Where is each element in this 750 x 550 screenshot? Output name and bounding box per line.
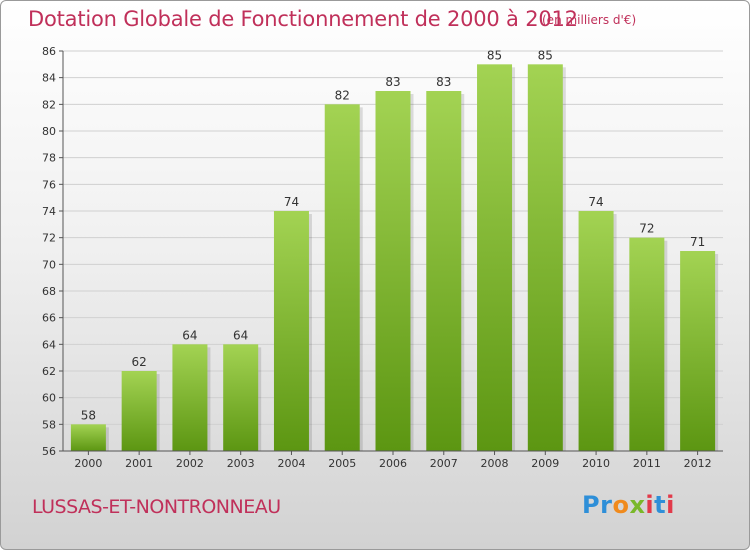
y-tick-label: 64 — [42, 338, 56, 351]
y-tick-label: 84 — [42, 72, 56, 85]
bar-value-label: 85 — [538, 48, 553, 62]
y-tick-label: 78 — [42, 152, 56, 165]
x-tick-label: 2008 — [481, 457, 509, 470]
axes — [59, 50, 723, 455]
x-tick-label: 2001 — [125, 457, 153, 470]
bar-value-label: 83 — [436, 75, 451, 89]
x-tick-label: 2002 — [176, 457, 204, 470]
y-tick-label: 60 — [42, 392, 56, 405]
labels: 56 58 60 62 64 66 68 70 72 74 76 78 80 82 84 86 58 2000 62… — [42, 45, 712, 470]
y-tick-label: 72 — [42, 232, 56, 245]
bar — [527, 64, 563, 452]
bar-value-label: 85 — [487, 48, 502, 62]
chart-title: Dotation Globale de Fonctionnement de 20… — [28, 7, 578, 31]
x-tick-label: 2007 — [430, 457, 458, 470]
y-tick-label: 80 — [42, 125, 56, 138]
bar — [273, 211, 309, 451]
y-tick-label: 82 — [42, 98, 56, 111]
bar — [375, 91, 411, 451]
bar-value-label: 82 — [335, 88, 350, 102]
bar — [477, 64, 513, 452]
bar — [223, 344, 259, 451]
bar-value-label: 83 — [385, 75, 400, 89]
bar — [70, 424, 106, 451]
x-tick-label: 2003 — [227, 457, 255, 470]
bar — [324, 104, 360, 451]
bar-value-label: 74 — [588, 195, 603, 209]
y-tick-label: 76 — [42, 178, 56, 191]
y-tick-label: 58 — [42, 418, 56, 431]
x-tick-label: 2012 — [684, 457, 712, 470]
y-tick-label: 68 — [42, 285, 56, 298]
chart-unit: (en milliers d'€) — [542, 13, 637, 27]
bar — [172, 344, 208, 451]
commune-name: LUSSAS-ET-NONTRONNEAU — [32, 496, 281, 518]
x-tick-label: 2004 — [277, 457, 305, 470]
x-tick-label: 2011 — [633, 457, 661, 470]
y-tick-label: 62 — [42, 365, 56, 378]
y-tick-label: 86 — [42, 45, 56, 58]
bar — [121, 371, 157, 451]
y-tick-label: 56 — [42, 445, 56, 458]
x-tick-label: 2006 — [379, 457, 407, 470]
bars — [70, 64, 719, 452]
bar-value-label: 62 — [132, 355, 147, 369]
bar-value-label: 71 — [690, 235, 705, 249]
y-tick-label: 66 — [42, 312, 56, 325]
bar — [629, 237, 665, 451]
proxiti-logo: Proxiti — [582, 491, 675, 519]
x-tick-label: 2005 — [328, 457, 356, 470]
bar — [680, 251, 716, 451]
x-tick-label: 2000 — [74, 457, 102, 470]
x-tick-label: 2009 — [531, 457, 559, 470]
bar — [578, 211, 614, 451]
bar-value-label: 74 — [284, 195, 299, 209]
bar-value-label: 58 — [81, 408, 96, 422]
x-tick-label: 2010 — [582, 457, 610, 470]
bar — [426, 91, 462, 451]
bar-value-label: 72 — [639, 222, 654, 236]
y-tick-label: 74 — [42, 205, 56, 218]
bar-value-label: 64 — [233, 328, 248, 342]
y-tick-label: 70 — [42, 258, 56, 271]
bar-value-label: 64 — [182, 328, 197, 342]
